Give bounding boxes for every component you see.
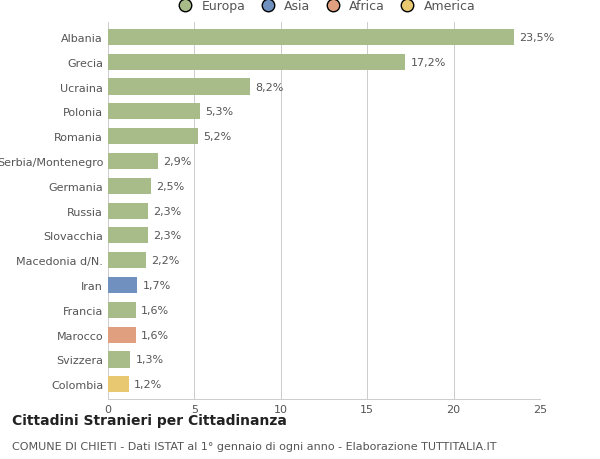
Text: 2,5%: 2,5% bbox=[157, 181, 185, 191]
Text: 2,2%: 2,2% bbox=[151, 256, 179, 266]
Bar bbox=[108, 327, 136, 343]
Text: COMUNE DI CHIETI - Dati ISTAT al 1° gennaio di ogni anno - Elaborazione TUTTITAL: COMUNE DI CHIETI - Dati ISTAT al 1° genn… bbox=[12, 441, 497, 451]
Bar bbox=[108, 154, 158, 170]
Text: 5,3%: 5,3% bbox=[205, 107, 233, 117]
Bar bbox=[108, 129, 198, 145]
Text: 1,7%: 1,7% bbox=[143, 280, 171, 291]
Text: 8,2%: 8,2% bbox=[255, 82, 283, 92]
Bar bbox=[108, 376, 129, 392]
Legend: Europa, Asia, Africa, America: Europa, Asia, Africa, America bbox=[173, 0, 475, 13]
Text: 5,2%: 5,2% bbox=[203, 132, 231, 142]
Bar bbox=[108, 252, 146, 269]
Text: 2,3%: 2,3% bbox=[153, 231, 181, 241]
Text: 1,6%: 1,6% bbox=[141, 330, 169, 340]
Text: 2,9%: 2,9% bbox=[163, 157, 191, 167]
Text: 1,6%: 1,6% bbox=[141, 305, 169, 315]
Bar bbox=[108, 228, 148, 244]
Text: 23,5%: 23,5% bbox=[519, 33, 554, 43]
Text: 1,3%: 1,3% bbox=[136, 355, 164, 365]
Text: 1,2%: 1,2% bbox=[134, 380, 162, 390]
Bar bbox=[108, 179, 151, 195]
Bar bbox=[108, 277, 137, 293]
Bar bbox=[108, 55, 405, 71]
Bar bbox=[108, 352, 130, 368]
Text: 2,3%: 2,3% bbox=[153, 206, 181, 216]
Text: 17,2%: 17,2% bbox=[410, 57, 446, 67]
Bar bbox=[108, 302, 136, 318]
Bar bbox=[108, 79, 250, 95]
Bar bbox=[108, 104, 200, 120]
Text: Cittadini Stranieri per Cittadinanza: Cittadini Stranieri per Cittadinanza bbox=[12, 413, 287, 427]
Bar bbox=[108, 203, 148, 219]
Bar bbox=[108, 30, 514, 46]
